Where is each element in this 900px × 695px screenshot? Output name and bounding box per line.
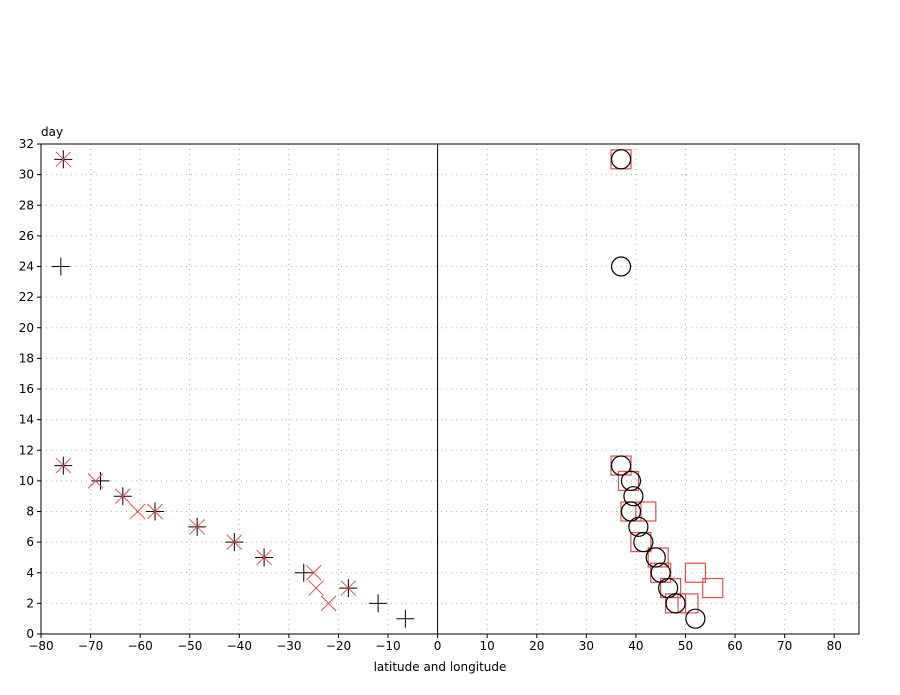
y-tick-label: 30: [19, 168, 34, 182]
y-axis-label: day: [41, 125, 63, 139]
data-point-plus: [369, 594, 388, 613]
x-tick-label: −50: [177, 639, 202, 653]
x-tick-label: 0: [434, 639, 442, 653]
data-point-cross: [129, 503, 146, 520]
data-point-plus: [294, 563, 313, 582]
x-tick-label: 20: [529, 639, 544, 653]
x-tick-label: −40: [227, 639, 252, 653]
series-cross: [55, 151, 357, 612]
x-tick-label: 50: [678, 639, 693, 653]
x-tick-label: −20: [326, 639, 351, 653]
data-point-cross: [147, 503, 163, 520]
y-tick-label: 12: [19, 443, 34, 457]
x-tick-label: 70: [777, 639, 792, 653]
x-tick-label: 60: [727, 639, 742, 653]
x-tick-label: −70: [78, 639, 103, 653]
x-tick-label: −80: [28, 639, 53, 653]
data-point-square: [684, 562, 707, 583]
x-tick-label: 40: [628, 639, 643, 653]
x-tick-label: −30: [276, 639, 301, 653]
y-tick-label: 14: [19, 413, 34, 427]
data-point-plus: [91, 471, 110, 490]
data-point-cross: [256, 549, 272, 566]
y-tick-label: 20: [19, 321, 34, 335]
data-point-cross: [189, 518, 206, 535]
y-tick-label: 32: [19, 137, 34, 151]
y-tick-label: 6: [26, 535, 34, 549]
x-tick-label: −10: [375, 639, 400, 653]
data-point-circle: [610, 455, 632, 476]
data-point-cross: [305, 564, 322, 581]
data-point-cross: [55, 151, 72, 168]
y-tick-label: 10: [19, 474, 34, 488]
data-point-circle: [610, 149, 632, 170]
y-tick-label: 0: [26, 627, 34, 641]
data-point-cross: [320, 595, 337, 612]
x-tick-label: −60: [127, 639, 152, 653]
data-point-square: [702, 577, 724, 599]
axis-ticks: [37, 143, 835, 638]
data-point-circle: [623, 486, 644, 507]
data-point-cross: [308, 580, 324, 596]
data-point-circle: [645, 547, 666, 568]
x-tick-label: 80: [827, 639, 842, 653]
data-point-cross: [114, 488, 131, 505]
data-point-circle: [665, 593, 686, 614]
y-tick-label: 26: [19, 229, 34, 243]
data-point-circle: [628, 516, 649, 537]
y-tick-label: 8: [26, 505, 34, 519]
data-point-cross: [340, 580, 357, 596]
data-point-circle: [633, 532, 654, 553]
x-tick-label: 30: [579, 639, 594, 653]
y-tick-label: 4: [26, 566, 34, 580]
data-point-circle: [620, 470, 642, 491]
y-tick-label: 18: [19, 351, 34, 365]
data-point-cross: [55, 457, 72, 474]
data-point-circle: [685, 608, 706, 629]
x-axis-label: latitude and longitude: [374, 660, 507, 674]
y-tick-label: 28: [19, 198, 34, 212]
y-tick-label: 2: [26, 596, 34, 610]
data-point-plus: [396, 609, 415, 628]
y-tick-label: 24: [19, 260, 34, 274]
x-tick-label: 10: [480, 639, 495, 653]
y-tick-label: 16: [19, 382, 34, 396]
data-point-cross: [226, 534, 243, 550]
x-tick-labels: −80 −70 −60 −50 −40 −30 −20 −10 0 10 20 30 40 50 60 70 8…: [28, 639, 842, 653]
series-circle: [610, 149, 706, 629]
data-marks: [51, 149, 724, 629]
data-point-plus: [51, 257, 70, 276]
y-tick-label: 22: [19, 290, 34, 304]
data-point-cross: [87, 473, 104, 489]
data-point-circle: [610, 256, 632, 277]
